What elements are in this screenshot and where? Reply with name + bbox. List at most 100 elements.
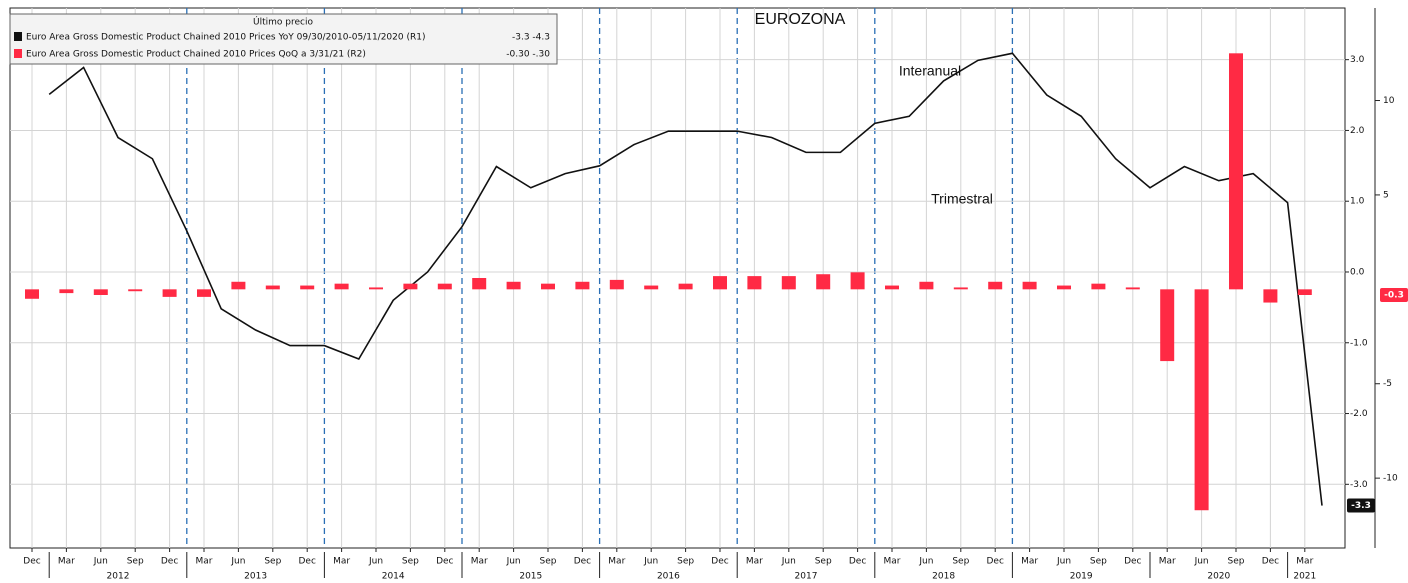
- y-tick-label: 0.0: [1350, 267, 1365, 277]
- x-tick-label: Jun: [1056, 557, 1071, 567]
- x-tick-label: Dec: [161, 557, 178, 567]
- y-tick-label: 3.0: [1350, 55, 1365, 65]
- x-tick-label: Dec: [436, 557, 453, 567]
- line: [48, 52, 1323, 506]
- plot-frame: [9, 7, 1346, 549]
- y2-tick-label: 5: [1383, 190, 1389, 200]
- x-tick-label: Sep: [127, 557, 144, 567]
- bar: [1160, 289, 1175, 362]
- x-tick-label: Dec: [711, 557, 728, 567]
- x-tick-label: Sep: [1228, 557, 1245, 567]
- x-tick-label: Jun: [230, 557, 245, 567]
- x-tick-label: Jun: [781, 557, 796, 567]
- x-tick-label: Mar: [1296, 557, 1313, 567]
- bar: [25, 289, 39, 299]
- year-label: 2013: [244, 572, 267, 582]
- x-tick-label: Dec: [23, 557, 40, 567]
- last-value-label: -0.3: [1384, 290, 1404, 300]
- bar: [678, 283, 693, 290]
- x-tick-label: Dec: [849, 557, 866, 567]
- bar: [369, 287, 383, 290]
- bar: [850, 272, 865, 290]
- bar: [1091, 283, 1106, 290]
- x-tick-label: Dec: [298, 557, 315, 567]
- legend-swatch: [14, 32, 22, 41]
- bar: [1057, 285, 1071, 290]
- bar: [231, 281, 246, 290]
- x-tick-label: Mar: [1159, 557, 1176, 567]
- year-label: 2015: [519, 572, 542, 582]
- bar: [403, 283, 418, 290]
- year-label: 2014: [382, 572, 405, 582]
- legend-entry: Euro Area Gross Domestic Product Chained…: [26, 33, 425, 43]
- x-tick-label: Sep: [815, 557, 832, 567]
- x-tick-label: Dec: [1262, 557, 1279, 567]
- year-label: 2019: [1070, 572, 1093, 582]
- legend-title: Último precio: [253, 16, 313, 28]
- y-tick-label: -2.0: [1350, 409, 1368, 419]
- bar: [919, 281, 934, 290]
- last-value-label: -3.3: [1351, 501, 1371, 511]
- bar: [1263, 289, 1278, 303]
- x-tick-label: Mar: [471, 557, 488, 567]
- x-tick-label: Jun: [368, 557, 383, 567]
- legend-value: -0.30 -.30: [506, 50, 550, 60]
- x-tick-label: Dec: [1124, 557, 1141, 567]
- x-tick-label: Dec: [986, 557, 1003, 567]
- legend-swatch: [14, 49, 22, 58]
- bar: [1022, 281, 1037, 290]
- year-label: 2017: [795, 572, 818, 582]
- bar: [1125, 287, 1140, 290]
- x-tick-label: Sep: [677, 557, 694, 567]
- bar: [781, 276, 796, 290]
- bar: [747, 276, 762, 290]
- y-tick-label: 2.0: [1350, 126, 1365, 136]
- year-label: 2018: [932, 572, 955, 582]
- bar: [128, 289, 143, 292]
- year-label: 2020: [1207, 572, 1230, 582]
- bar: [885, 285, 899, 290]
- y-tick-label: -1.0: [1350, 338, 1368, 348]
- bar: [609, 279, 624, 290]
- x-tick-label: Sep: [1090, 557, 1107, 567]
- bar: [713, 276, 727, 290]
- x-tick-label: Jun: [1194, 557, 1209, 567]
- y2-tick-label: -10: [1383, 474, 1398, 484]
- bar: [1194, 289, 1209, 511]
- bar: [162, 289, 177, 297]
- bar: [644, 285, 659, 290]
- x-tick-label: Mar: [333, 557, 350, 567]
- bar: [472, 278, 487, 290]
- year-label: 2012: [107, 572, 130, 582]
- x-tick-label: Mar: [884, 557, 901, 567]
- x-tick-label: Jun: [506, 557, 521, 567]
- x-tick-label: Sep: [952, 557, 969, 567]
- legend-box: [9, 13, 558, 65]
- bar: [300, 285, 315, 290]
- x-tick-label: Jun: [643, 557, 658, 567]
- x-tick-label: Dec: [574, 557, 591, 567]
- x-tick-label: Sep: [540, 557, 557, 567]
- x-tick-label: Mar: [58, 557, 75, 567]
- bar: [334, 283, 349, 290]
- bar: [265, 285, 280, 290]
- bar: [437, 283, 452, 290]
- bar: [816, 274, 831, 290]
- y-tick-label: 1.0: [1350, 197, 1365, 207]
- x-tick-label: Sep: [264, 557, 281, 567]
- bar: [59, 289, 74, 294]
- bar: [1229, 53, 1243, 290]
- y2-tick-label: 10: [1383, 96, 1395, 106]
- bar: [93, 289, 108, 295]
- x-tick-label: Sep: [402, 557, 419, 567]
- x-tick-label: Mar: [746, 557, 763, 567]
- x-tick-label: Jun: [93, 557, 108, 567]
- bar: [953, 287, 968, 290]
- bar: [988, 281, 1003, 290]
- y2-tick-label: -5: [1383, 379, 1392, 389]
- chart-title: EUROZONA: [755, 11, 846, 28]
- x-tick-label: Mar: [608, 557, 625, 567]
- bar: [575, 281, 590, 290]
- year-label: 2021: [1293, 572, 1316, 582]
